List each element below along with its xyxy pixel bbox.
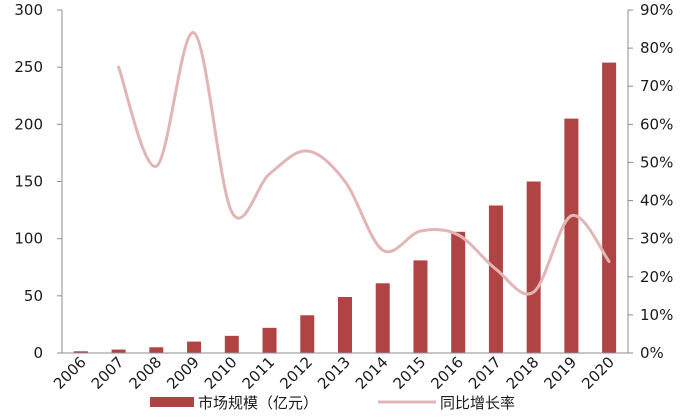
right-axis-ticks: 0% 10% 20% 30% 40% 50% 60% 70% 80% 90% [628,1,673,362]
left-tick-label: 250 [14,58,43,76]
right-tick-label: 90% [640,1,673,19]
left-tick-label: 300 [14,1,43,19]
x-tick-label: 2014 [352,353,392,393]
bar-2016 [451,231,466,353]
x-tick-label: 2015 [390,353,430,393]
left-tick-label: 200 [14,115,43,133]
bar-2011 [262,327,277,353]
bar-series [73,62,617,354]
right-tick-label: 70% [640,77,673,95]
x-tick-label: 2006 [50,353,90,393]
growth-line-series [117,31,611,296]
right-tick-label: 50% [640,153,673,171]
right-tick-label: 30% [640,230,673,248]
left-tick-label: 100 [14,230,43,248]
bar-2010 [224,335,239,353]
bar-2006 [73,351,88,353]
bar-2020 [602,62,617,354]
x-tick-label: 2019 [540,353,580,393]
legend-swatch-bar [150,397,194,407]
x-axis-ticks: 2006200720082009201020112012201320142015… [50,353,618,393]
x-tick-label: 2011 [239,353,279,393]
legend: 市场规模（亿元） 同比增长率 [150,394,515,412]
bar-2013 [338,296,352,353]
left-tick-label: 150 [14,173,43,191]
x-tick-label: 2007 [88,353,128,393]
x-tick-label: 2013 [314,353,354,393]
bar-2018 [526,181,541,353]
right-tick-label: 40% [640,192,673,210]
bar-2014 [375,283,390,353]
bar-2017 [488,205,503,353]
left-tick-label: 50 [24,287,43,305]
right-tick-label: 0% [640,344,664,362]
x-tick-label: 2020 [578,353,618,393]
x-tick-label: 2009 [163,353,203,393]
bar-2012 [300,315,315,353]
bar-2015 [413,260,428,353]
right-tick-label: 80% [640,39,673,57]
x-tick-label: 2010 [201,353,241,393]
left-tick-label: 0 [33,344,43,362]
bar-2007 [111,349,126,353]
x-tick-label: 2017 [465,353,505,393]
growth-rate-line [117,31,611,296]
right-tick-label: 10% [640,306,673,324]
left-axis-ticks: 0 50 100 150 200 250 300 [14,1,62,362]
right-tick-label: 20% [640,268,673,286]
x-tick-label: 2018 [503,353,543,393]
legend-label-line: 同比增长率 [440,394,515,412]
right-tick-label: 60% [640,115,673,133]
x-tick-label: 2016 [427,353,467,393]
x-tick-label: 2012 [276,353,316,393]
bar-2019 [564,118,579,354]
bar-2008 [149,347,164,353]
bar-2009 [187,341,202,353]
x-tick-label: 2008 [125,353,165,393]
legend-label-bar: 市场规模（亿元） [198,394,318,412]
